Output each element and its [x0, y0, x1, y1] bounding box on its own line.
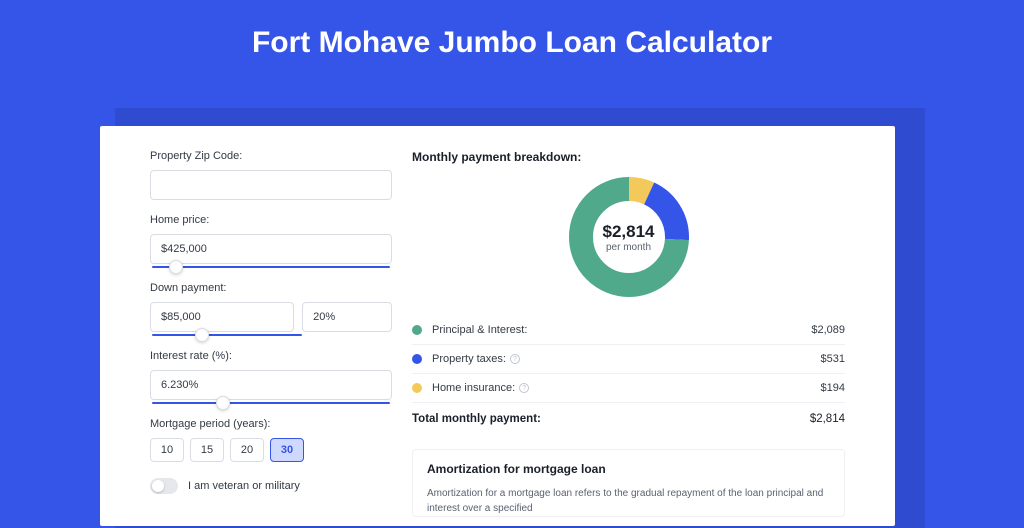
breakdown-row-label: Principal & Interest: [432, 324, 811, 336]
interest-rate-field-group: Interest rate (%): [150, 350, 392, 404]
veteran-toggle-row: I am veteran or military [150, 478, 392, 494]
interest-rate-slider[interactable] [152, 402, 390, 404]
info-icon[interactable]: ? [510, 354, 520, 364]
total-label: Total monthly payment: [412, 413, 810, 425]
breakdown-row-label: Property taxes: ? [432, 353, 821, 365]
interest-rate-label: Interest rate (%): [150, 350, 392, 362]
home-price-input[interactable] [150, 234, 392, 264]
donut-chart: $2,814 per month [568, 176, 690, 298]
zip-label: Property Zip Code: [150, 150, 392, 162]
zip-input[interactable] [150, 170, 392, 200]
amortization-box: Amortization for mortgage loan Amortizat… [412, 449, 845, 517]
interest-rate-slider-thumb[interactable] [216, 396, 230, 410]
breakdown-row: Property taxes: ?$531 [412, 344, 845, 373]
total-row: Total monthly payment: $2,814 [412, 402, 845, 435]
veteran-toggle-label: I am veteran or military [188, 480, 300, 492]
inputs-column: Property Zip Code: Home price: Down paym… [150, 150, 392, 526]
legend-dot [412, 383, 422, 393]
breakdown-rows: Principal & Interest:$2,089Property taxe… [412, 316, 845, 402]
breakdown-column: Monthly payment breakdown: $2,814 per mo… [412, 150, 845, 526]
donut-center-sub: per month [606, 242, 651, 253]
breakdown-row-value: $194 [821, 382, 845, 394]
period-btn-15[interactable]: 15 [190, 438, 224, 462]
home-price-slider[interactable] [152, 266, 390, 268]
home-price-slider-thumb[interactable] [169, 260, 183, 274]
legend-dot [412, 325, 422, 335]
breakdown-row: Home insurance: ?$194 [412, 373, 845, 402]
period-btn-30[interactable]: 30 [270, 438, 304, 462]
veteran-toggle[interactable] [150, 478, 178, 494]
total-value: $2,814 [810, 413, 845, 425]
info-icon[interactable]: ? [519, 383, 529, 393]
breakdown-row-value: $531 [821, 353, 845, 365]
down-payment-label: Down payment: [150, 282, 392, 294]
legend-dot [412, 354, 422, 364]
amortization-title: Amortization for mortgage loan [427, 462, 830, 476]
down-payment-field-group: Down payment: [150, 282, 392, 336]
donut-center-value: $2,814 [603, 222, 655, 242]
zip-field-group: Property Zip Code: [150, 150, 392, 200]
interest-rate-input[interactable] [150, 370, 392, 400]
down-payment-slider-thumb[interactable] [195, 328, 209, 342]
page-title: Fort Mohave Jumbo Loan Calculator [0, 0, 1024, 84]
donut-chart-wrap: $2,814 per month [412, 176, 845, 298]
down-payment-slider[interactable] [152, 334, 302, 336]
donut-center: $2,814 per month [568, 176, 690, 298]
period-btn-10[interactable]: 10 [150, 438, 184, 462]
breakdown-row-label: Home insurance: ? [432, 382, 821, 394]
breakdown-row-value: $2,089 [811, 324, 845, 336]
home-price-field-group: Home price: [150, 214, 392, 268]
breakdown-row: Principal & Interest:$2,089 [412, 316, 845, 344]
period-btn-20[interactable]: 20 [230, 438, 264, 462]
down-payment-percent-input[interactable] [302, 302, 392, 332]
mortgage-period-field-group: Mortgage period (years): 10152030 [150, 418, 392, 462]
veteran-toggle-knob [152, 480, 164, 492]
mortgage-period-buttons: 10152030 [150, 438, 392, 462]
breakdown-heading: Monthly payment breakdown: [412, 150, 845, 164]
calculator-card: Property Zip Code: Home price: Down paym… [100, 126, 895, 526]
mortgage-period-label: Mortgage period (years): [150, 418, 392, 430]
down-payment-amount-input[interactable] [150, 302, 294, 332]
home-price-label: Home price: [150, 214, 392, 226]
